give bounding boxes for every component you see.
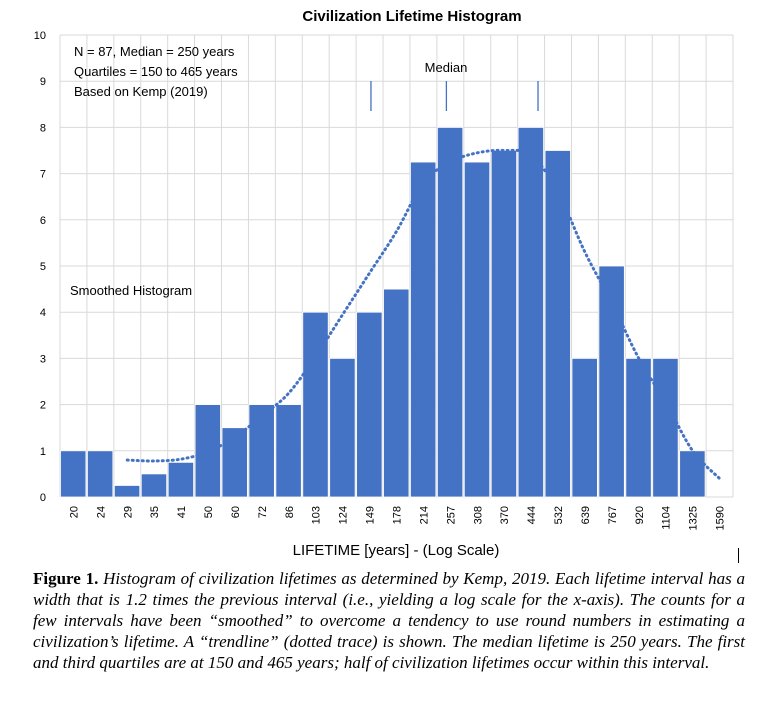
x-tick-label: 50 [203, 506, 215, 518]
trendline-path [125, 148, 722, 481]
x-tick-label: 124 [338, 506, 350, 524]
y-tick-label: 10 [34, 30, 46, 42]
bar [383, 288, 410, 498]
x-tick-label: 444 [526, 506, 538, 524]
bar [60, 450, 87, 498]
x-tick-label: 72 [257, 506, 269, 518]
bar [302, 311, 329, 498]
y-tick-label: 9 [40, 76, 46, 88]
bar [436, 127, 464, 498]
x-tick-label: 767 [607, 506, 619, 524]
bar [625, 357, 652, 498]
bar [544, 150, 571, 498]
y-tick-label: 5 [40, 261, 46, 273]
x-tick-label: 1104 [661, 506, 673, 530]
x-tick-label: 35 [149, 506, 161, 518]
x-tick-label: 29 [122, 506, 134, 518]
y-tick-label: 3 [40, 353, 46, 365]
bar [410, 161, 437, 498]
bar [598, 265, 625, 498]
x-tick-label: 257 [445, 506, 457, 524]
bar [463, 161, 491, 498]
x-tick-label: 1325 [688, 506, 700, 530]
figure-caption: Figure 1. Histogram of civilization life… [33, 568, 745, 673]
x-tick-label: 103 [311, 506, 323, 524]
grid-lines [59, 34, 734, 498]
trendline [125, 148, 722, 481]
x-tick-label: 24 [95, 506, 107, 518]
x-tick-label: 178 [392, 506, 404, 524]
x-tick-label: 639 [580, 506, 592, 524]
y-tick-label: 8 [40, 122, 46, 134]
median-label: Median [425, 60, 468, 75]
bar [113, 485, 141, 498]
x-tick-label: 1590 [715, 506, 727, 530]
y-tick-label: 1 [40, 446, 46, 458]
y-tick-label: 6 [40, 215, 46, 227]
bar [275, 404, 302, 498]
quartile-markers [370, 81, 539, 111]
bar [679, 450, 706, 498]
bar [490, 150, 518, 498]
caption-text: Histogram of civilization lifetimes as d… [33, 569, 745, 672]
x-tick-label: 308 [472, 506, 484, 524]
bar [248, 404, 275, 498]
x-tick-labels: 20 24 29 35 41 50 60 72 86 103 124 149 178 214 257 308 3… [68, 506, 726, 530]
bar [221, 427, 248, 498]
x-tick-label: 214 [418, 506, 430, 524]
x-tick-label: 149 [365, 506, 377, 524]
chart-title: Civilization Lifetime Histogram [302, 8, 521, 25]
y-tick-label: 2 [40, 400, 46, 412]
x-axis-label: LIFETIME [years] - (Log Scale) [293, 542, 500, 559]
info-line-3: Based on Kemp (2019) [74, 84, 208, 99]
info-line-2: Quartiles = 150 to 465 years [74, 64, 238, 79]
x-tick-label: 532 [553, 506, 565, 524]
y-tick-label: 4 [40, 307, 46, 319]
y-tick-label: 0 [40, 492, 46, 504]
text-cursor [738, 548, 739, 563]
bar [140, 473, 168, 498]
bar [87, 450, 114, 498]
x-tick-label: 920 [634, 506, 646, 524]
caption-label: Figure 1. [33, 569, 99, 588]
histogram-chart: 0 1 2 3 4 5 6 7 8 9 10 20 24 29 35 41 50 60 72 86 103 124 149… [34, 8, 734, 559]
bar [652, 357, 679, 498]
x-tick-label: 86 [284, 506, 296, 518]
bar [356, 311, 383, 498]
bars [60, 127, 706, 498]
bar [167, 461, 194, 498]
bar [517, 127, 544, 498]
info-line-1: N = 87, Median = 250 years [74, 44, 235, 59]
x-tick-label: 41 [176, 506, 188, 518]
y-tick-label: 7 [40, 169, 46, 181]
x-tick-label: 370 [499, 506, 511, 524]
bar [571, 357, 598, 498]
x-tick-label: 20 [68, 506, 80, 518]
smoothed-histogram-label: Smoothed Histogram [70, 283, 192, 298]
y-tick-labels: 0 1 2 3 4 5 6 7 8 9 10 [34, 30, 46, 504]
x-tick-label: 60 [230, 506, 242, 518]
bar [329, 357, 356, 498]
